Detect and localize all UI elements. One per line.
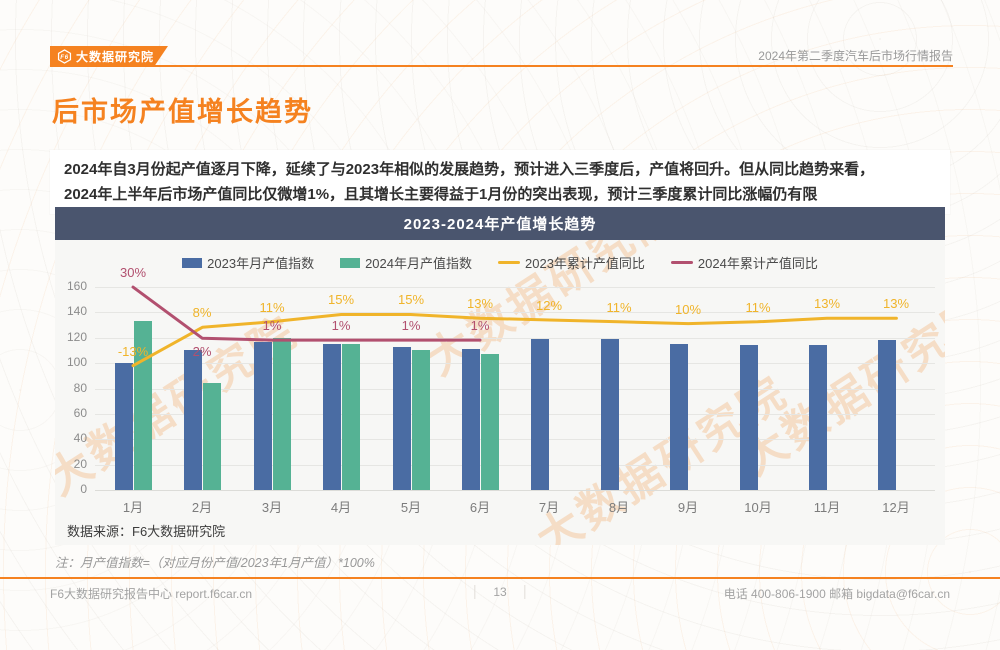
bar-2024年月产值指数-3月: [273, 338, 291, 490]
summary-line-1: 2024年自3月份起产值逐月下降，延续了与2023年相似的发展趋势，预计进入三季…: [64, 161, 875, 178]
y-axis-tick: 80: [73, 381, 87, 395]
bar-2023年月产值指数-3月: [254, 342, 272, 490]
legend-item: 2024年累计产值同比: [670, 253, 818, 272]
x-axis-tick: 1月: [122, 500, 144, 515]
report-label: 2024年第二季度汽车后市场行情报告: [758, 49, 953, 63]
gridline: [95, 389, 935, 390]
legend-label: 2024年累计产值同比: [697, 256, 818, 271]
f6-logo-mark: F6: [60, 54, 69, 61]
summary-line-2: 2024年上半年后市场产值同比仅微增1%，且其增长主要得益于1月份的突出表现，预…: [64, 186, 818, 203]
gridline: [95, 414, 935, 415]
y-axis-tick: 60: [73, 406, 87, 420]
x-axis-tick: 6月: [469, 500, 491, 515]
pct-label-2023年累计产值同比-9月: 10%: [674, 302, 702, 317]
pct-label-2024年累计产值同比-5月: 1%: [401, 318, 421, 333]
pct-label-2023年累计产值同比-10月: 11%: [745, 300, 771, 315]
pct-label-2023年累计产值同比-3月: 11%: [259, 300, 285, 315]
pct-label-2023年累计产值同比-7月: 12%: [535, 298, 563, 313]
footer-left: F6大数据研究报告中心 report.f6car.cn: [50, 587, 253, 601]
x-axis-tick: 4月: [330, 500, 352, 515]
pct-label-2023年累计产值同比-5月: 15%: [397, 292, 425, 307]
data-source: 数据来源：F6大数据研究院: [67, 524, 226, 539]
chart-legend: 2023年月产值指数 2024年月产值指数 2023年累计产值同比 2024年累计产值…: [55, 253, 945, 272]
legend-swatch-bar: [182, 257, 203, 268]
pct-label-2023年累计产值同比-4月: 15%: [327, 292, 355, 307]
bar-2023年月产值指数-7月: [531, 339, 549, 490]
pct-label-2024年累计产值同比-2月: 2%: [192, 344, 212, 359]
x-axis-tick: 12月: [882, 500, 910, 515]
x-axis-tick: 10月: [744, 500, 772, 515]
legend-label: 2023年月产值指数: [207, 256, 315, 271]
footnote: 注：月产值指数=（对应月份产值/2023年1月产值）*100%: [55, 556, 375, 570]
legend-item: 2023年累计产值同比: [498, 253, 645, 272]
y-axis-tick: 100: [66, 355, 87, 369]
x-axis-tick: 9月: [677, 500, 699, 515]
legend-swatch-bar: [340, 257, 361, 268]
bar-2024年月产值指数-4月: [342, 344, 360, 490]
page-number: 13: [474, 585, 526, 599]
y-axis-tick: 20: [73, 457, 87, 471]
x-axis-tick: 5月: [400, 500, 422, 515]
brand-name: 大数据研究院: [76, 50, 155, 64]
bar-2023年月产值指数-10月: [740, 345, 758, 490]
chart-title: 2023-2024年产值增长趋势: [55, 207, 945, 240]
x-axis-tick: 7月: [538, 500, 560, 515]
legend-label: 2023年累计产值同比: [525, 256, 645, 271]
bar-2023年月产值指数-1月: [115, 363, 133, 490]
header-underline: [50, 65, 953, 67]
bar-2023年月产值指数-9月: [670, 344, 688, 490]
pct-label-2023年累计产值同比-1月: -13%: [117, 344, 149, 359]
pct-label-2023年累计产值同比-12月: 13%: [882, 296, 910, 311]
gridline: [95, 439, 935, 440]
f6-logo-icon: F6: [57, 49, 72, 64]
legend-item: 2023年月产值指数: [182, 253, 314, 272]
legend-item: 2024年月产值指数: [340, 253, 472, 272]
pct-label-2023年累计产值同比-2月: 8%: [192, 305, 212, 320]
bar-2024年月产值指数-2月: [203, 383, 221, 490]
y-axis-tick: 140: [66, 304, 87, 318]
x-axis-tick: 11月: [813, 500, 841, 515]
footer-divider: [0, 577, 1000, 579]
bar-2023年月产值指数-4月: [323, 344, 341, 490]
bar-2023年月产值指数-8月: [601, 339, 619, 490]
pct-label-2024年累计产值同比-1月: 30%: [119, 265, 147, 280]
y-axis-tick: 120: [66, 330, 87, 344]
brand-badge: F6 大数据研究院: [50, 46, 168, 67]
chart-card: 2023-2024年产值增长趋势 2023年月产值指数 2024年月产值指数 202…: [55, 207, 945, 545]
bar-2023年月产值指数-5月: [393, 347, 411, 490]
gridline: [95, 490, 935, 491]
pct-label-2024年累计产值同比-6月: 1%: [470, 318, 490, 333]
legend-label: 2024年月产值指数: [365, 256, 472, 271]
bar-2024年月产值指数-5月: [412, 350, 430, 490]
pct-label-2023年累计产值同比-8月: 11%: [606, 300, 632, 315]
footer-right: 电话 400-806-1900 邮箱 bigdata@f6car.cn: [723, 587, 950, 601]
bar-2023年月产值指数-11月: [809, 345, 827, 490]
pct-label-2024年累计产值同比-3月: 1%: [262, 318, 282, 333]
y-axis-tick: 160: [66, 279, 87, 293]
x-axis-tick: 8月: [608, 500, 630, 515]
x-axis-tick: 3月: [261, 500, 283, 515]
gridline: [95, 287, 935, 288]
x-axis-tick: 2月: [191, 500, 213, 515]
bar-2023年月产值指数-12月: [878, 340, 896, 490]
bar-2023年月产值指数-6月: [462, 349, 480, 490]
pct-label-2024年累计产值同比-4月: 1%: [331, 318, 351, 333]
pct-label-2023年累计产值同比-6月: 13%: [466, 296, 494, 311]
y-axis-tick: 40: [73, 431, 87, 445]
page-title: 后市场产值增长趋势: [52, 97, 313, 127]
gridline: [95, 465, 935, 466]
footer: F6大数据研究报告中心 report.f6car.cn 13 电话 400-80…: [50, 585, 950, 602]
legend-swatch-line: [498, 261, 520, 264]
y-axis-tick: 0: [80, 482, 87, 496]
gridline: [95, 338, 935, 339]
bar-2023年月产值指数-2月: [184, 350, 202, 490]
legend-swatch-line: [670, 261, 693, 264]
gridline: [95, 312, 935, 313]
bar-2024年月产值指数-6月: [481, 354, 499, 490]
summary-box: 2024年自3月份起产值逐月下降，延续了与2023年相似的发展趋势，预计进入三季…: [50, 150, 950, 214]
pct-label-2023年累计产值同比-11月: 13%: [813, 296, 841, 311]
